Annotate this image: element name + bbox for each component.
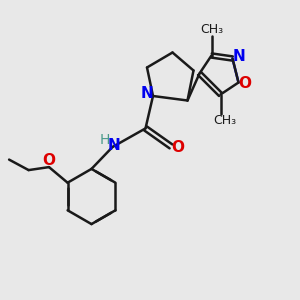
Text: N: N	[141, 86, 153, 101]
Text: O: O	[42, 153, 55, 168]
Text: O: O	[238, 76, 252, 92]
Text: CH₃: CH₃	[200, 23, 223, 36]
Text: H: H	[100, 134, 110, 147]
Text: N: N	[108, 138, 120, 153]
Text: N: N	[233, 50, 245, 64]
Text: CH₃: CH₃	[213, 114, 237, 127]
Text: O: O	[171, 140, 184, 155]
